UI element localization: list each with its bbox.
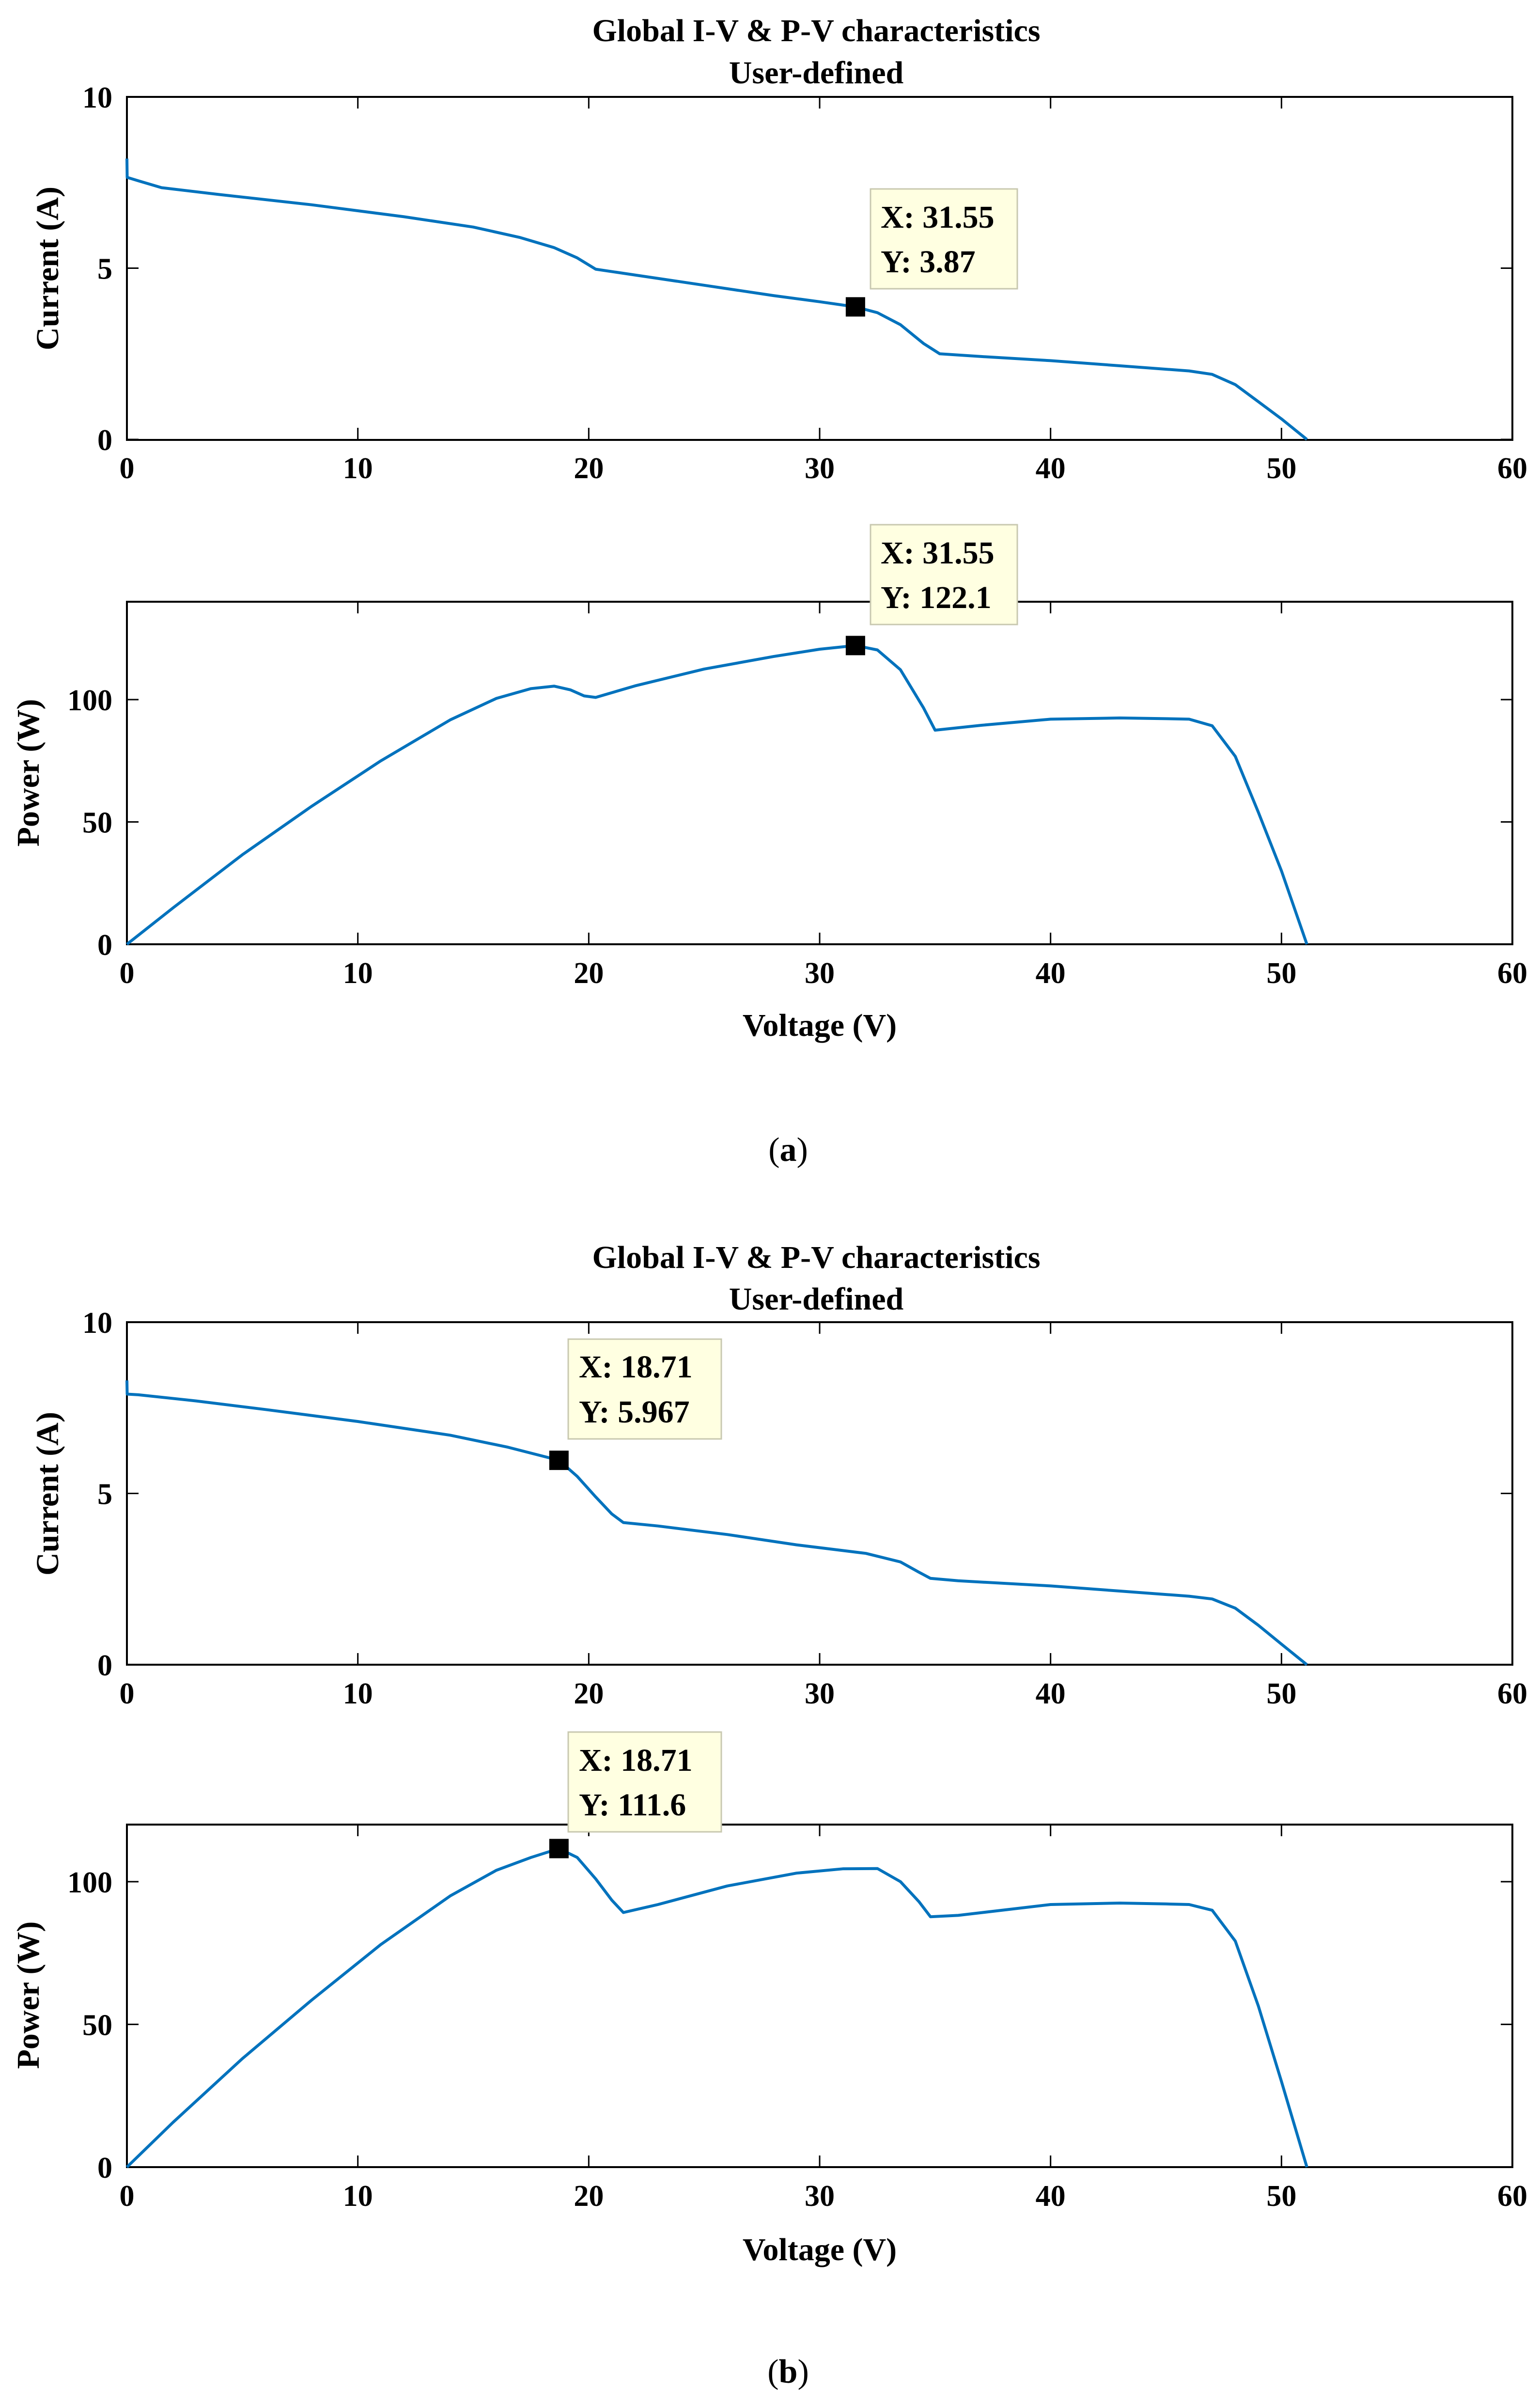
figure-a-caption: (a) (768, 1131, 808, 1169)
figure-a: Global I-V & P-V characteristics User-de… (11, 13, 1527, 1169)
figure-b-iv-panel: Current (A) 0 10 20 30 40 50 60 0 5 10 X: 18.71 Y… (30, 1307, 1527, 1710)
figure-b-pv-xtick-label: 0 (120, 2180, 135, 2213)
figure-b-pv-xtick-label: 50 (1266, 2180, 1296, 2213)
figure-b: Global I-V & P-V characteristics User-de… (11, 1240, 1527, 2390)
figure-b-caption: (b) (767, 2353, 809, 2390)
figure-b-iv-xtick-label: 40 (1036, 1677, 1066, 1710)
figure-a-iv-datatip-y: Y: 3.87 (881, 244, 976, 280)
figure-a-iv-datatip: X: 31.55 Y: 3.87 (870, 188, 1018, 290)
figure-b-caption-close: ) (797, 2353, 809, 2390)
figure-a-pv-xtick-label: 40 (1036, 957, 1066, 990)
figure-a-pv-datatip-y: Y: 122.1 (881, 580, 992, 615)
figure-b-pv-ytick-label: 100 (67, 1866, 112, 1899)
figure-b-pv-panel: Power (W) Voltage (V) 0 10 20 30 40 50 60 0 50 10… (11, 1731, 1527, 2267)
figure-b-iv-axes-box (126, 1321, 1513, 1666)
figure-a-pv-xtick-label: 60 (1497, 957, 1527, 990)
figure-b-pv-axes-box (126, 1824, 1513, 2168)
figure-b-iv-xtick-label: 30 (805, 1677, 835, 1710)
figure-b-iv-ytick-label: 0 (97, 1649, 112, 1682)
figure-a-pv-ticks: 0 10 20 30 40 50 60 0 50 100 (67, 602, 1527, 990)
figure-a-caption-letter: a (780, 1131, 797, 1169)
figure-a-pv-axes-box (126, 601, 1513, 945)
figure-b-pv-xtick-label: 10 (343, 2180, 373, 2213)
figure-b-iv-xtick-label: 50 (1266, 1677, 1296, 1710)
figure-a-xlabel: Voltage (V) (743, 1008, 897, 1043)
figure-a-pv-datatip: X: 31.55 Y: 122.1 (870, 524, 1018, 625)
figure-a-caption-close: ) (797, 1131, 808, 1169)
figure-a-iv-xtick-label: 30 (805, 452, 835, 485)
figure-a-pv-datatip-box (870, 524, 1018, 625)
figure-b-pv-datatip: X: 18.71 Y: 111.6 (567, 1731, 722, 1833)
figure-b-iv-xtick-label: 0 (120, 1677, 135, 1710)
figure-a-iv-xtick-label: 50 (1266, 452, 1296, 485)
figure-b-pv-datatip-y: Y: 111.6 (579, 1787, 686, 1823)
figure-b-pv-datatip-box (567, 1731, 722, 1833)
figure-a-iv-datatip-box (870, 188, 1018, 290)
figure-a-pv-xtick-label: 0 (120, 957, 135, 990)
figure-a-pv-xtick-label: 10 (343, 957, 373, 990)
figure-a-iv-xtick-label: 20 (574, 452, 604, 485)
figure-b-iv-xtick-label: 20 (574, 1677, 604, 1710)
figure-a-pv-ytick-label: 100 (67, 684, 112, 717)
figure-a-iv-panel: Current (A) 0 10 20 30 40 50 60 0 5 10 X: 31.55 Y… (30, 81, 1527, 485)
figure-a-pv-xtick-label: 30 (805, 957, 835, 990)
figure-b-pv-ytick-label: 50 (82, 2009, 112, 2042)
figure-a-iv-ylabel: Current (A) (30, 187, 65, 350)
figure-b-xlabel: Voltage (V) (743, 2232, 897, 2267)
figure-b-iv-xtick-label: 60 (1497, 1677, 1527, 1710)
figure-a-iv-datatip-x: X: 31.55 (881, 200, 995, 235)
figure-b-iv-xtick-label: 10 (343, 1677, 373, 1710)
figure-b-caption-open: ( (767, 2353, 778, 2390)
figure-b-pv-xtick-label: 20 (574, 2180, 604, 2213)
figure-a-iv-axes-box (126, 96, 1513, 441)
figure-a-pv-xtick-label: 20 (574, 957, 604, 990)
figure-b-iv-ytick-label: 10 (82, 1307, 112, 1340)
figure-b-pv-xtick-label: 40 (1036, 2180, 1066, 2213)
figure-b-pv-ytick-label: 0 (97, 2152, 112, 2185)
figure-b-iv-datatip-marker (549, 1451, 569, 1470)
figure-a-iv-xtick-label: 0 (120, 452, 135, 485)
figure-a-iv-ytick-label: 10 (82, 81, 112, 114)
figure-b-caption-letter: b (779, 2353, 798, 2390)
figure-a-iv-datatip-marker (845, 297, 865, 317)
figure-b-pv-xtick-label: 60 (1497, 2180, 1527, 2213)
figure-a-pv-curve (126, 644, 1308, 946)
figure-b-pv-ylabel: Power (W) (11, 1921, 46, 2069)
figure-b-pv-datatip-x: X: 18.71 (579, 1743, 693, 1778)
figure-a-iv-xtick-label: 10 (343, 452, 373, 485)
figure-a-pv-panel: Power (W) Voltage (V) 0 10 20 30 40 50 60 0 50 10… (11, 524, 1527, 1043)
figure-a-iv-ticks: 0 10 20 30 40 50 60 0 5 10 (82, 81, 1527, 485)
figure-a-pv-xtick-label: 50 (1266, 957, 1296, 990)
figure-b-pv-xtick-label: 30 (805, 2180, 835, 2213)
figure-a-iv-xtick-label: 40 (1036, 452, 1066, 485)
figure-b-pv-ticks: 0 10 20 30 40 50 60 0 50 100 (67, 1825, 1527, 2213)
figure-b-iv-datatip-y: Y: 5.967 (579, 1394, 690, 1430)
figure-a-iv-ytick-label: 0 (97, 424, 112, 457)
figure-b-pv-curve (125, 1847, 1308, 2169)
figure-a-iv-curve (125, 158, 1308, 441)
figure-a-title: Global I-V & P-V characteristics (592, 13, 1040, 48)
figure-a-pv-ylabel: Power (W) (11, 699, 46, 847)
figure-a-iv-ytick-label: 5 (97, 253, 112, 286)
figure-b-iv-datatip: X: 18.71 Y: 5.967 (567, 1338, 722, 1440)
figure-a-iv-xtick-label: 60 (1497, 452, 1527, 485)
figure-b-title: Global I-V & P-V characteristics (592, 1240, 1040, 1275)
figure-a-pv-datatip-x: X: 31.55 (881, 535, 995, 571)
figure-b-iv-ylabel: Current (A) (30, 1412, 65, 1576)
figure-a-pv-ytick-label: 0 (97, 929, 112, 962)
figure-b-iv-datatip-x: X: 18.71 (579, 1349, 693, 1385)
figure-b-iv-ytick-label: 5 (97, 1478, 112, 1511)
figure-b-iv-ticks: 0 10 20 30 40 50 60 0 5 10 (82, 1307, 1527, 1710)
figure-a-subtitle: User-defined (729, 55, 904, 91)
figure-b-pv-datatip-marker (549, 1839, 569, 1858)
figure-b-iv-curve (125, 1380, 1308, 1666)
figure-b-subtitle: User-defined (729, 1281, 904, 1317)
figure-b-iv-datatip-box (567, 1338, 722, 1440)
figure-a-pv-datatip-marker (845, 636, 865, 656)
figure-a-pv-ytick-label: 50 (82, 807, 112, 840)
figure-a-caption-open: ( (768, 1131, 779, 1169)
